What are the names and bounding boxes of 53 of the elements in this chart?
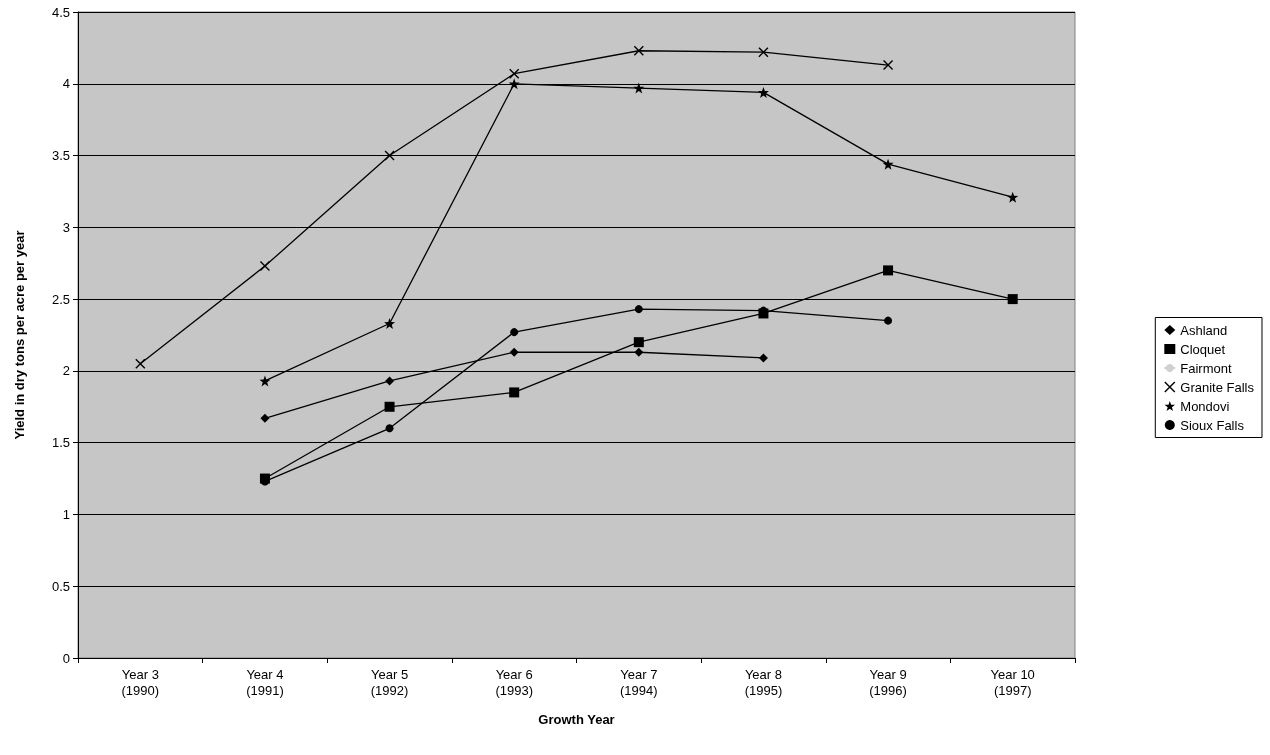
point [384, 401, 395, 412]
point [633, 45, 645, 56]
point [758, 353, 768, 363]
point [1007, 191, 1019, 203]
point [385, 376, 395, 386]
point [884, 316, 893, 325]
point [509, 347, 519, 357]
point [634, 347, 644, 357]
legend-label: Sioux Falls [1180, 417, 1245, 433]
legend-label: Cloquet [1180, 341, 1226, 357]
y-tick-label: 0 [62, 650, 70, 666]
x-tick-label: Year 8 (1995) [744, 666, 783, 698]
point [259, 260, 271, 272]
point [384, 150, 395, 161]
y-tick-label: 3.5 [51, 148, 70, 164]
y-tick-label: 0.5 [51, 578, 70, 594]
point [1007, 294, 1018, 305]
point [883, 265, 894, 276]
x-tick-label: Year 10 (1997) [990, 666, 1035, 698]
point [510, 328, 519, 337]
y-tick-label: 3 [62, 219, 70, 235]
legend-label: Granite Falls [1180, 379, 1255, 395]
point [633, 82, 645, 94]
x-tick-label: Year 6 (1993) [495, 666, 533, 698]
y-tick-label: 4 [62, 76, 70, 92]
y-axis-title: Yield in dry tons per acre per year [12, 230, 27, 440]
y-tick-label: 4.5 [51, 4, 70, 20]
legend-label: Fairmont [1180, 360, 1232, 376]
point [882, 158, 894, 170]
x-tick-label: Year 4 (1991) [246, 666, 284, 698]
y-tick-label: 1 [62, 506, 70, 522]
point [385, 424, 394, 433]
point [508, 78, 520, 90]
y-tick-label: 1.5 [51, 435, 70, 451]
point [633, 337, 644, 348]
x-tick-label: Year 3 (1990) [121, 666, 160, 698]
point [634, 305, 643, 314]
point [509, 387, 520, 398]
x-tick-label: Year 9 (1996) [869, 666, 907, 698]
legend-label: Mondovi [1180, 398, 1230, 414]
x-axis-title: Growth Year [538, 712, 615, 727]
point [384, 318, 396, 330]
point [758, 47, 769, 58]
point [757, 86, 769, 98]
x-tick-label: Year 5 (1992) [370, 666, 409, 698]
point [508, 68, 520, 79]
y-tick-label: 2 [62, 363, 70, 379]
point [135, 358, 146, 369]
legend-label: Ashland [1180, 322, 1228, 338]
point [260, 413, 270, 423]
x-tick-label: Year 7 (1994) [620, 666, 658, 698]
point [882, 59, 894, 71]
y-tick-label: 2.5 [51, 291, 70, 307]
